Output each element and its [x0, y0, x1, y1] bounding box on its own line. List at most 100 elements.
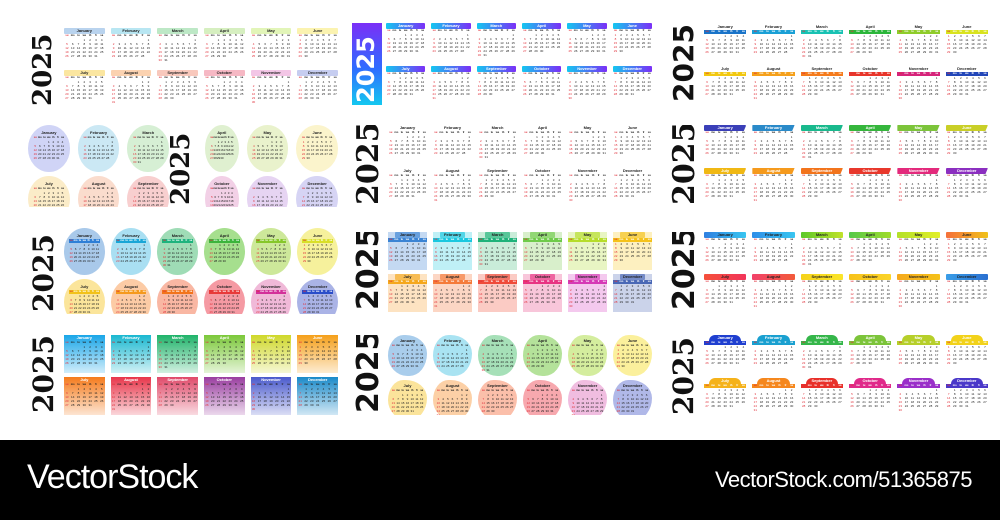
day-cell: 22 [540, 296, 545, 301]
day-cell: 7 [857, 246, 859, 251]
weekday-label: th [778, 280, 781, 283]
day-cell: 29 [275, 361, 279, 366]
weekday-label: mo [164, 341, 168, 344]
day-cell: 28 [802, 194, 806, 199]
weekday-label: sa [286, 76, 290, 79]
month-title: April [521, 23, 562, 29]
day-cell: 5 [905, 246, 908, 251]
day-cell: 28 [928, 92, 933, 97]
day-cell: 26 [886, 46, 890, 51]
day-cell: 1 [603, 178, 606, 182]
day-cell: 10 [286, 349, 291, 354]
day-cell: 25 [171, 259, 175, 264]
day-cell: 9 [112, 46, 115, 51]
day-cell: 25 [56, 202, 60, 207]
day-cell: 24 [87, 305, 91, 310]
day-cell: 2 [478, 37, 481, 42]
day-cell: 16 [47, 198, 51, 203]
weekday-label: th [275, 76, 279, 79]
day-cell: 2 [730, 135, 733, 139]
weekday-label: su [524, 280, 528, 283]
day-cell: 27 [850, 50, 854, 55]
day-cell: 4 [235, 345, 237, 349]
weekday-label: tu [766, 174, 769, 177]
day-cell: 11 [420, 37, 425, 42]
day-cell: 4 [760, 288, 763, 293]
day-cell: 7 [462, 139, 465, 144]
month-title: July [704, 274, 747, 280]
day-cell: 8 [718, 80, 720, 85]
day-cell: 12 [69, 251, 73, 256]
day-cell: 17 [315, 198, 319, 203]
day-cell: 24 [117, 361, 122, 366]
weekday-label: we [585, 174, 590, 177]
weekday-label: mo [257, 76, 262, 79]
day-cell: 15 [512, 250, 516, 255]
weekday-label: th [270, 136, 274, 139]
day-cell: 1 [280, 190, 282, 195]
day-cell: 30 [874, 194, 878, 199]
day-cell: 31 [602, 151, 606, 156]
day-cell: 12 [450, 250, 455, 255]
day-cell: 14 [528, 41, 533, 46]
day-cell: 6 [451, 288, 454, 293]
day-cell: 2 [869, 242, 871, 246]
day-cell: 24 [111, 96, 116, 101]
weekday-label: we [222, 341, 227, 344]
day-cell: 24 [959, 254, 963, 259]
day-cell: 28 [783, 151, 788, 156]
weekday-label: mo [166, 289, 171, 293]
weekday-label: th [826, 238, 830, 241]
weekday-label: mo [304, 34, 308, 37]
day-cell: 8 [947, 38, 950, 43]
weekday-row: su mo tu we th fr sa [613, 238, 652, 242]
day-cell: 23 [111, 54, 116, 59]
day-cell: 20 [641, 250, 646, 255]
day-cell: 15 [783, 292, 788, 297]
day-cell: 16 [802, 147, 806, 152]
day-cell: 13 [71, 353, 75, 358]
day-cell: 5 [210, 297, 213, 302]
day-cell: 24 [551, 190, 556, 195]
day-cell: 1 [512, 33, 514, 37]
month-title: September [476, 66, 516, 72]
day-cell: 15 [42, 198, 46, 203]
day-cell: 11 [94, 84, 98, 89]
weekday-label: tu [217, 186, 221, 190]
day-cell: 24 [411, 190, 415, 195]
weekday-label: mo [856, 30, 860, 33]
day-cell: 23 [729, 46, 733, 51]
day-cell: 16 [411, 250, 415, 255]
day-cell: 13 [850, 143, 854, 148]
weekday-label: th [729, 72, 733, 75]
day-cell: 23 [802, 258, 806, 263]
day-cell: 15 [534, 41, 538, 46]
day-cell: 2 [412, 242, 414, 246]
day-cell: 21 [535, 190, 539, 195]
day-cell: 20 [641, 143, 646, 148]
weekday-row: su mo tu we th fr sa [567, 72, 606, 76]
day-cell: 11 [579, 84, 583, 89]
day-cell: 9 [89, 42, 91, 47]
weekday-row: su mo tu we th fr sa [522, 72, 561, 76]
day-cell: 12 [210, 198, 214, 203]
day-cell: 22 [146, 357, 151, 362]
weekday-row: su mo tu we th fr sa [946, 238, 988, 242]
day-cell: 9 [89, 349, 91, 354]
day-cell: 11 [443, 41, 447, 46]
day-cell: 7 [802, 288, 805, 293]
weekday-label: fr [736, 72, 739, 75]
weekday-label: we [585, 72, 589, 75]
day-cell: 22 [400, 190, 404, 195]
day-cell: 23 [405, 190, 410, 195]
weekday-label: fr [832, 72, 835, 75]
day-cell: 31 [416, 258, 421, 263]
day-cell: 16 [729, 143, 733, 148]
day-cell: 14 [213, 148, 217, 153]
month-may: May su mo tu we th fr sa 1 2 3 4 5 6 7 8 9 10 11 12 13 14 15 16… [897, 125, 940, 164]
weekday-label: we [868, 238, 872, 241]
weekday-label: sa [790, 30, 794, 33]
day-cell: 19 [129, 50, 133, 55]
